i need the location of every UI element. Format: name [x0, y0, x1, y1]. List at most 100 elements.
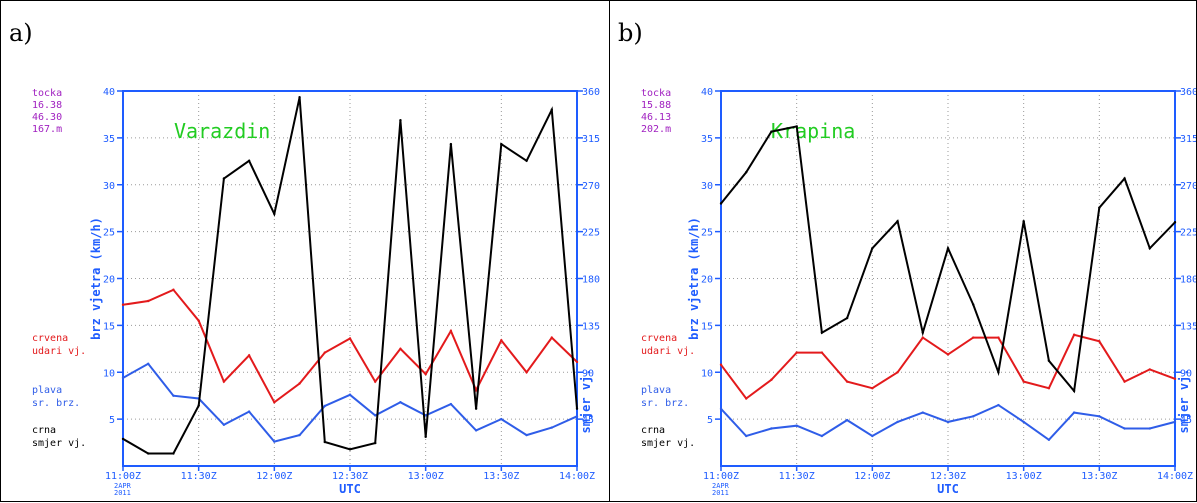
data-point-gust: [770, 378, 773, 381]
y-right-tick-label: 180: [582, 275, 600, 286]
data-point-direction: [550, 108, 553, 111]
data-point-mean: [1047, 438, 1051, 441]
data-point-mean: [474, 429, 478, 432]
y-left-tick-label: 35: [103, 134, 115, 145]
y-left-tick-label: 10: [103, 368, 115, 379]
chart-svg-varazdin: 5 10 15 20 25 30 35 40 45 90 135 180 225 270 315 360 11:…: [32, 87, 600, 497]
y-left-tick-label: 40: [701, 87, 713, 98]
data-point-mean: [298, 433, 301, 437]
data-point-direction: [745, 171, 748, 174]
date-label: 2011: [712, 489, 729, 497]
data-point-direction: [399, 118, 402, 122]
y-right-tick-label: 360: [582, 87, 600, 98]
x-tick-label: 13:00Z: [1006, 471, 1042, 482]
data-point-gust: [997, 336, 1000, 339]
data-point-gust: [247, 354, 251, 357]
y-left-tick-label: 20: [701, 275, 713, 286]
chart-title: Krapina: [771, 119, 855, 143]
y-right-axis-title: smjer vj.: [579, 368, 593, 433]
data-point-gust: [273, 401, 276, 404]
panel-label: a): [9, 19, 33, 47]
x-tick-label: 12:30Z: [930, 471, 966, 482]
y-left-tick-label: 30: [701, 181, 713, 192]
data-point-direction: [820, 331, 824, 334]
station-info-line: 15.88: [641, 100, 671, 111]
data-point-mean: [374, 414, 377, 417]
data-point-gust: [745, 397, 748, 400]
data-point-mean: [525, 433, 528, 437]
data-point-mean: [871, 434, 874, 438]
y-left-tick-label: 15: [103, 321, 115, 332]
data-point-mean: [997, 403, 1000, 407]
y-right-tick-label: 45: [1180, 415, 1192, 426]
chart-title: Varazdin: [174, 119, 270, 143]
data-point-direction: [197, 404, 200, 407]
data-point-direction: [795, 125, 798, 128]
data-point-direction: [1098, 206, 1101, 209]
data-point-gust: [374, 380, 377, 383]
data-point-gust: [500, 339, 503, 342]
chart-svg-krapina: 5 10 15 20 25 30 35 40 45 90 135 180 225 270 315 360 11:…: [641, 87, 1197, 497]
y-left-tick-label: 35: [701, 134, 713, 145]
y-right-tick-label: 135: [582, 321, 600, 332]
data-point-mean: [575, 415, 579, 418]
legend-text-mean: sr. brz.: [32, 398, 80, 409]
data-point-mean: [247, 410, 251, 413]
data-point-gust: [820, 351, 824, 354]
y-left-tick-label: 40: [103, 87, 115, 98]
data-point-mean: [1022, 420, 1025, 424]
legend-text-gust: crvena: [32, 333, 68, 344]
y-right-tick-label: 315: [1180, 134, 1197, 145]
x-tick-label: 12:00Z: [256, 471, 292, 482]
data-point-gust: [795, 351, 798, 354]
data-point-mean: [946, 420, 950, 424]
data-point-direction: [997, 371, 1000, 374]
data-point-direction: [1148, 247, 1151, 250]
data-point-mean: [273, 440, 276, 443]
data-point-direction: [575, 407, 579, 410]
x-tick-label: 11:30Z: [181, 471, 217, 482]
legend-text-gust: udari vj.: [32, 346, 86, 357]
data-point-gust: [1173, 377, 1177, 381]
data-point-mean: [921, 411, 924, 414]
x-axis-title: UTC: [937, 482, 959, 496]
y-right-tick-label: 270: [582, 181, 600, 192]
data-point-mean: [896, 420, 899, 424]
legend-text-direction: smjer vj.: [32, 438, 86, 449]
data-point-direction: [298, 96, 301, 99]
y-right-tick-label: 90: [1180, 368, 1192, 379]
data-point-direction: [946, 247, 950, 250]
data-point-mean: [795, 424, 798, 427]
y-right-tick-label: 180: [1180, 275, 1197, 286]
data-point-direction: [1123, 177, 1126, 180]
x-tick-label: 14:00Z: [559, 471, 595, 482]
date-label: 2APR: [114, 482, 132, 490]
y-right-tick-label: 270: [1180, 181, 1197, 192]
data-point-gust: [946, 353, 950, 356]
panel-label: b): [618, 19, 643, 47]
station-info-line: tocka: [641, 88, 671, 99]
data-point-gust: [1098, 340, 1101, 343]
data-point-mean: [719, 407, 723, 411]
data-point-direction: [348, 448, 352, 451]
data-point-direction: [845, 316, 849, 320]
data-point-gust: [147, 299, 150, 303]
y-left-tick-label: 20: [103, 275, 115, 286]
data-point-gust: [719, 363, 723, 366]
x-tick-label: 11:00Z: [105, 471, 141, 482]
data-point-direction: [323, 440, 326, 444]
station-info-line: 16.38: [32, 100, 62, 111]
data-point-gust: [550, 336, 553, 339]
data-point-direction: [921, 331, 924, 334]
data-point-direction: [273, 212, 276, 216]
data-point-gust: [871, 386, 874, 390]
data-point-direction: [896, 220, 899, 223]
data-point-gust: [1123, 380, 1126, 383]
legend-text-gust: crvena: [641, 333, 677, 344]
data-point-gust: [921, 336, 924, 339]
x-tick-label: 13:00Z: [408, 471, 444, 482]
data-point-mean: [424, 414, 427, 417]
data-point-gust: [1047, 386, 1051, 390]
y-left-tick-label: 30: [103, 181, 115, 192]
x-tick-label: 13:30Z: [1081, 471, 1117, 482]
